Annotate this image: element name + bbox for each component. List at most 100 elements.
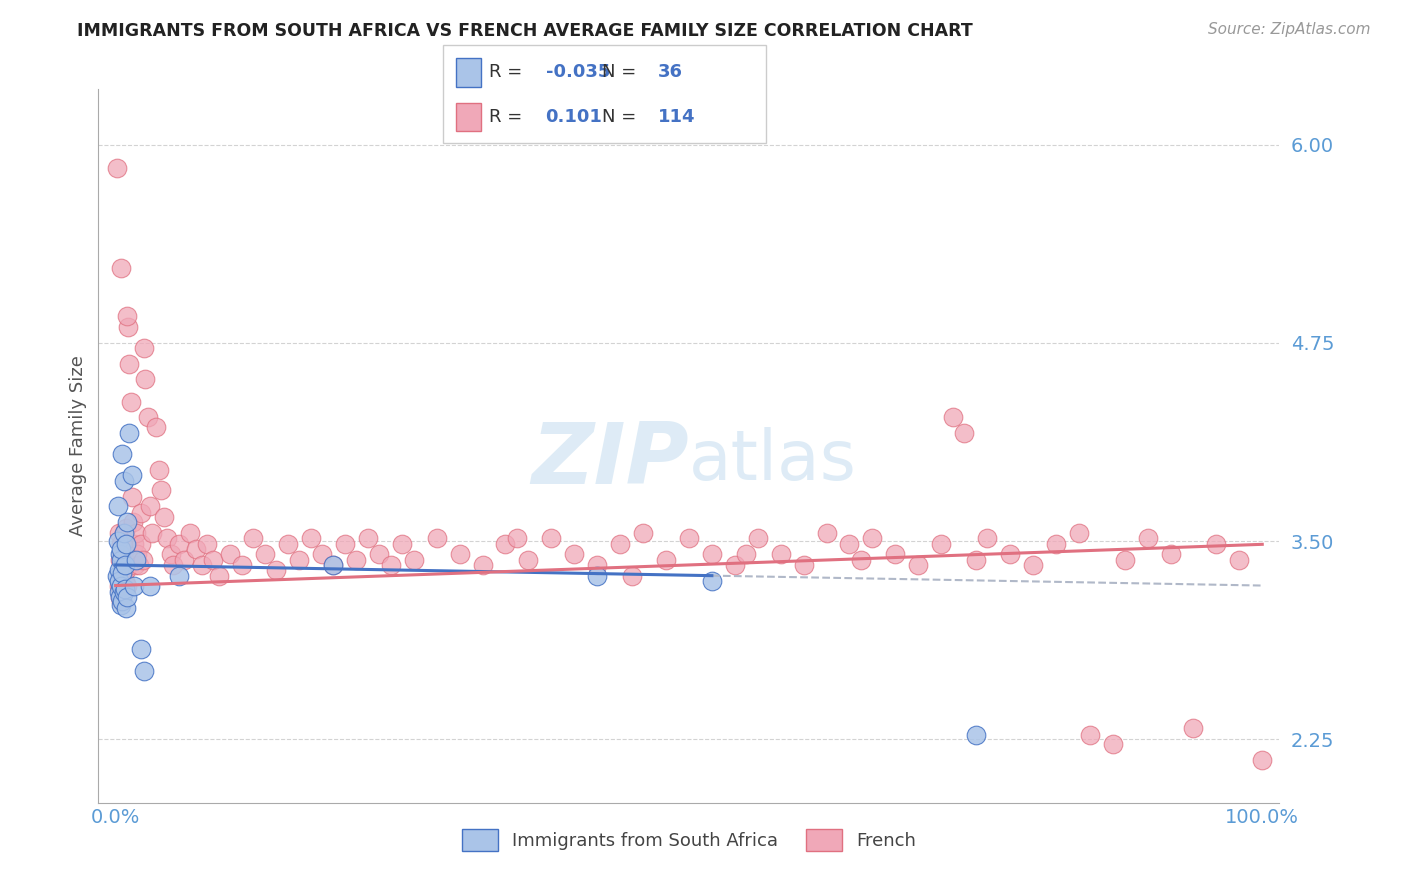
- Point: [114, 582, 136, 596]
- Point: [129, 537, 152, 551]
- Point: [678, 531, 700, 545]
- Point: [449, 547, 471, 561]
- Point: [1067, 526, 1090, 541]
- Point: [114, 542, 136, 557]
- Point: [998, 547, 1021, 561]
- Point: [380, 558, 402, 572]
- Point: [724, 558, 747, 572]
- Point: [145, 420, 167, 434]
- Text: R =: R =: [489, 63, 529, 81]
- Point: [115, 521, 138, 535]
- Text: atlas: atlas: [689, 426, 856, 494]
- Point: [108, 590, 131, 604]
- Point: [128, 558, 150, 572]
- Point: [108, 547, 131, 561]
- Point: [110, 578, 132, 592]
- Point: [129, 642, 152, 657]
- Text: Source: ZipAtlas.com: Source: ZipAtlas.com: [1208, 22, 1371, 37]
- Text: N =: N =: [602, 63, 641, 81]
- Point: [965, 728, 987, 742]
- Point: [299, 531, 322, 545]
- Point: [112, 526, 135, 541]
- Point: [735, 547, 758, 561]
- Point: [114, 574, 136, 588]
- Point: [107, 500, 129, 514]
- Point: [1160, 547, 1182, 561]
- Point: [110, 542, 132, 557]
- Point: [173, 553, 195, 567]
- Point: [655, 553, 678, 567]
- Point: [129, 506, 152, 520]
- Point: [115, 515, 138, 529]
- Point: [1045, 537, 1067, 551]
- Point: [322, 558, 344, 572]
- Point: [471, 558, 494, 572]
- Point: [159, 547, 181, 561]
- Point: [884, 547, 907, 561]
- Point: [115, 590, 138, 604]
- Point: [132, 553, 155, 567]
- Point: [167, 537, 190, 551]
- Point: [1022, 558, 1045, 572]
- Point: [112, 558, 135, 572]
- Point: [586, 558, 609, 572]
- Point: [108, 574, 131, 588]
- Text: N =: N =: [602, 108, 641, 126]
- Point: [111, 585, 134, 599]
- Point: [105, 569, 128, 583]
- Point: [108, 590, 131, 604]
- Point: [231, 558, 253, 572]
- Y-axis label: Average Family Size: Average Family Size: [69, 356, 87, 536]
- Point: [118, 426, 141, 441]
- Point: [562, 547, 585, 561]
- Point: [136, 410, 159, 425]
- Point: [124, 558, 146, 572]
- Point: [344, 553, 367, 567]
- Point: [114, 558, 136, 572]
- Point: [815, 526, 838, 541]
- Point: [769, 547, 792, 561]
- Point: [1114, 553, 1136, 567]
- Point: [121, 490, 143, 504]
- Point: [121, 515, 143, 529]
- Point: [141, 526, 163, 541]
- Point: [110, 553, 132, 567]
- Point: [111, 594, 134, 608]
- Point: [860, 531, 883, 545]
- Point: [609, 537, 631, 551]
- Point: [506, 531, 529, 545]
- Point: [1102, 737, 1125, 751]
- Point: [115, 578, 138, 592]
- Point: [202, 553, 225, 567]
- Text: IMMIGRANTS FROM SOUTH AFRICA VS FRENCH AVERAGE FAMILY SIZE CORRELATION CHART: IMMIGRANTS FROM SOUTH AFRICA VS FRENCH A…: [77, 22, 973, 40]
- Point: [110, 261, 132, 276]
- Point: [107, 534, 129, 549]
- Point: [517, 553, 540, 567]
- Point: [907, 558, 929, 572]
- Point: [620, 569, 643, 583]
- Point: [110, 569, 132, 583]
- Point: [426, 531, 449, 545]
- Point: [148, 463, 170, 477]
- Point: [322, 558, 344, 572]
- Point: [277, 537, 299, 551]
- Point: [288, 553, 311, 567]
- Point: [115, 537, 138, 551]
- Point: [150, 483, 173, 498]
- Point: [125, 526, 148, 541]
- Point: [139, 500, 162, 514]
- Point: [849, 553, 872, 567]
- Point: [253, 547, 276, 561]
- Point: [190, 558, 212, 572]
- Point: [134, 341, 156, 355]
- Point: [631, 526, 654, 541]
- Point: [117, 320, 139, 334]
- Point: [111, 547, 134, 561]
- Point: [122, 578, 145, 592]
- Point: [368, 547, 391, 561]
- Point: [110, 598, 132, 612]
- Point: [942, 410, 965, 425]
- Text: 36: 36: [658, 63, 683, 81]
- Point: [152, 510, 174, 524]
- Point: [139, 578, 162, 592]
